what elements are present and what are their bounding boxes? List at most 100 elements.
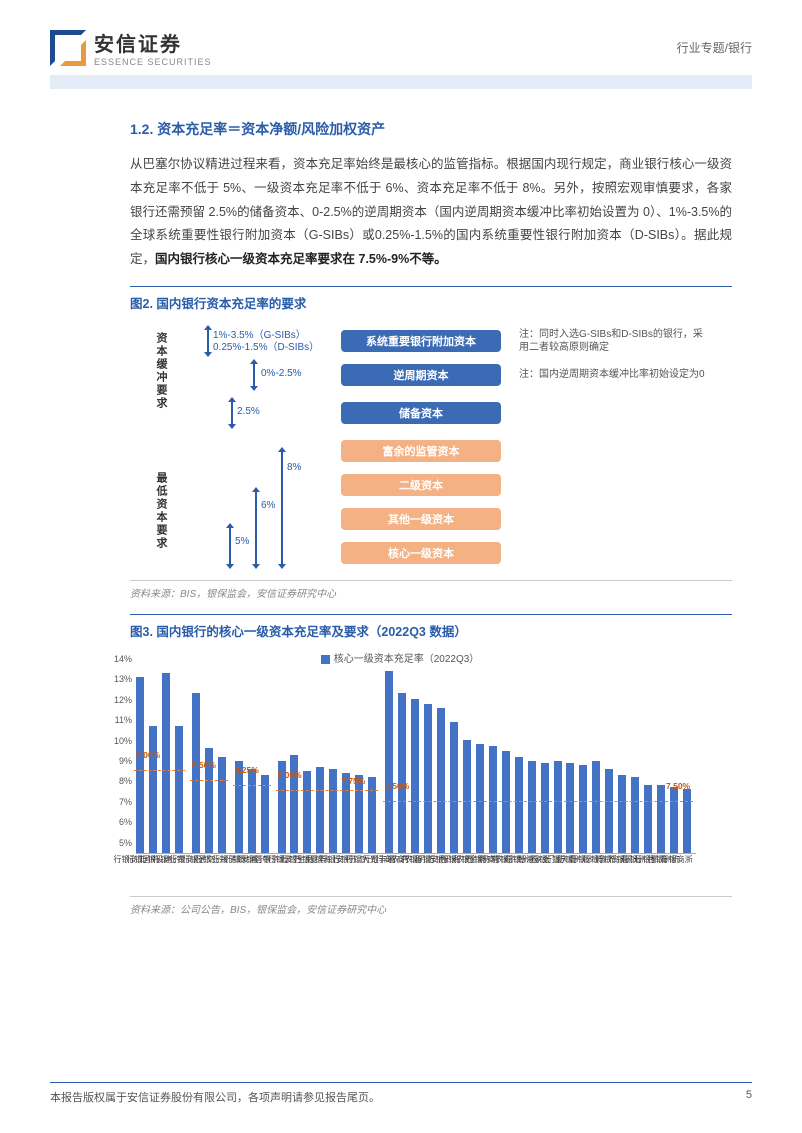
fig3-ytick: 5%	[106, 838, 132, 848]
fig3-bar	[424, 704, 432, 853]
fig3-bar	[450, 722, 458, 853]
paragraph-bold: 国内银行核心一级资本充足率要求在 7.5%-9%不等。	[155, 252, 447, 266]
fig3-bar	[136, 677, 144, 853]
fig3-requirement-line	[233, 785, 271, 786]
fig3-bar	[218, 757, 226, 853]
fig3-bar	[175, 726, 183, 853]
fig3-ytick: 14%	[106, 654, 132, 664]
fig3-bar	[248, 769, 256, 853]
fig3-bar	[489, 746, 497, 852]
footer-page-number: 5	[746, 1089, 752, 1105]
legend-label: 核心一级资本充足率（2022Q3）	[334, 654, 480, 665]
fig3-ytick: 12%	[106, 695, 132, 705]
page-header: 安信证券 ESSENCE SECURITIES 行业专题/银行	[0, 0, 802, 75]
fig2-pct-label: 0%-2.5%	[261, 368, 302, 379]
fig2-diagram: 系统重要银行附加资本逆周期资本储备资本富余的监管资本二级资本其他一级资本核心一级…	[141, 322, 721, 572]
fig3-requirement-label: 8.50%	[192, 760, 216, 770]
fig3-bar	[355, 775, 363, 853]
fig2-source: 资料来源：BIS，银保监会，安信证券研究中心	[130, 580, 732, 600]
logo-icon	[50, 30, 86, 66]
fig2-ylabel-min: 最低资本要求	[153, 472, 169, 550]
fig3-requirement-label: 7.50%	[385, 781, 409, 791]
logo-text-en: ESSENCE SECURITIES	[94, 57, 212, 67]
fig3-bar	[290, 755, 298, 853]
fig3-bar	[385, 671, 393, 853]
logo: 安信证券 ESSENCE SECURITIES	[50, 28, 212, 67]
fig3-bar	[683, 789, 691, 852]
header-category: 行业专题/银行	[677, 39, 752, 56]
fig3-bar	[566, 763, 574, 853]
fig3-requirement-label: 9.00%	[136, 750, 160, 760]
fig3-bar	[502, 751, 510, 853]
fig3-bar	[437, 708, 445, 853]
fig3-ytick: 8%	[106, 776, 132, 786]
fig3-requirement-line	[134, 770, 185, 771]
page-footer: 本报告版权属于安信证券股份有限公司，各项声明请参见报告尾页。 5	[50, 1082, 752, 1105]
fig2-box: 其他一级资本	[341, 508, 501, 530]
fig3-ytick: 7%	[106, 797, 132, 807]
fig3-bar	[528, 761, 536, 853]
fig3-bar	[162, 673, 170, 853]
fig3-requirement-label: 8.25%	[235, 765, 259, 775]
fig3-bar	[192, 693, 200, 852]
fig3-bar	[554, 761, 562, 853]
fig3-ytick: 13%	[106, 674, 132, 684]
fig3-bar	[261, 775, 269, 853]
fig3-bar	[541, 763, 549, 853]
fig3-bar	[368, 777, 376, 853]
fig2-box: 核心一级资本	[341, 542, 501, 564]
fig3-bar	[618, 775, 626, 853]
fig3-ytick: 6%	[106, 817, 132, 827]
fig2-arrow	[207, 330, 209, 352]
fig2-title: 图2. 国内银行资本充足率的要求	[130, 286, 732, 312]
fig3-requirement-line	[276, 790, 379, 791]
fig2-pct-label: 5%	[235, 536, 249, 547]
fig3-ytick: 9%	[106, 756, 132, 766]
section-title: 1.2. 资本充足率＝资本净额/风险加权资产	[130, 119, 732, 139]
fig3-bar	[657, 785, 665, 852]
fig3-bar	[303, 771, 311, 853]
logo-text-cn: 安信证券	[94, 28, 212, 57]
fig3-bar	[592, 761, 600, 853]
fig3-bar	[329, 769, 337, 853]
fig2-box: 二级资本	[341, 474, 501, 496]
fig3-bar	[644, 785, 652, 852]
fig2-ylabel-buffer: 资本缓冲要求	[153, 332, 169, 410]
fig3-xtick: 浙商银行	[682, 853, 692, 862]
fig2-arrow	[253, 364, 255, 386]
fig2-pct-label: 6%	[261, 500, 275, 511]
fig3-requirement-line	[383, 801, 693, 802]
fig3-source: 资料来源：公司公告，BIS，银保监会，安信证券研究中心	[130, 896, 732, 916]
fig2-arrow	[255, 492, 257, 564]
fig2-arrow	[231, 402, 233, 424]
paragraph-text: 从巴塞尔协议精进过程来看，资本充足率始终是最核心的监管指标。根据国内现行规定，商…	[130, 157, 732, 266]
header-divider-bar	[50, 75, 752, 89]
fig3-requirement-label: 7.50%	[666, 781, 690, 791]
fig2-box: 系统重要银行附加资本	[341, 330, 501, 352]
fig3-requirement-label: 7.75%	[341, 776, 365, 786]
fig3-bar	[149, 726, 157, 853]
fig3-bar	[476, 744, 484, 852]
fig2-pct-label: 0.25%-1.5%（D-SIBs）	[213, 338, 319, 353]
fig3-requirement-line	[190, 780, 228, 781]
fig3-bar	[579, 765, 587, 853]
fig2-note: 注：同时入选G-SIBs和D-SIBs的银行，采用二者较高原则确定	[519, 328, 709, 354]
fig3-bar	[398, 693, 406, 852]
fig3-bar	[631, 777, 639, 853]
main-content: 1.2. 资本充足率＝资本净额/风险加权资产 从巴塞尔协议精进过程来看，资本充足…	[0, 89, 802, 916]
footer-copyright: 本报告版权属于安信证券股份有限公司，各项声明请参见报告尾页。	[50, 1089, 380, 1105]
legend-swatch-icon	[321, 655, 330, 664]
fig3-requirement-label: 8.00%	[278, 770, 302, 780]
fig2-arrow	[281, 452, 283, 564]
fig2-box: 富余的监管资本	[341, 440, 501, 462]
fig3-chart: 核心一级资本充足率（2022Q3） 5%6%7%8%9%10%11%12%13%…	[100, 650, 700, 890]
body-paragraph: 从巴塞尔协议精进过程来看，资本充足率始终是最核心的监管指标。根据国内现行规定，商…	[130, 153, 732, 272]
fig3-bar	[605, 769, 613, 853]
fig3-ytick: 10%	[106, 736, 132, 746]
fig3-legend: 核心一级资本充足率（2022Q3）	[100, 650, 700, 665]
fig2-pct-label: 8%	[287, 462, 301, 473]
fig3-bar	[463, 740, 471, 852]
fig3-bar	[411, 699, 419, 852]
fig3-bar	[316, 767, 324, 853]
fig2-arrow	[229, 528, 231, 564]
